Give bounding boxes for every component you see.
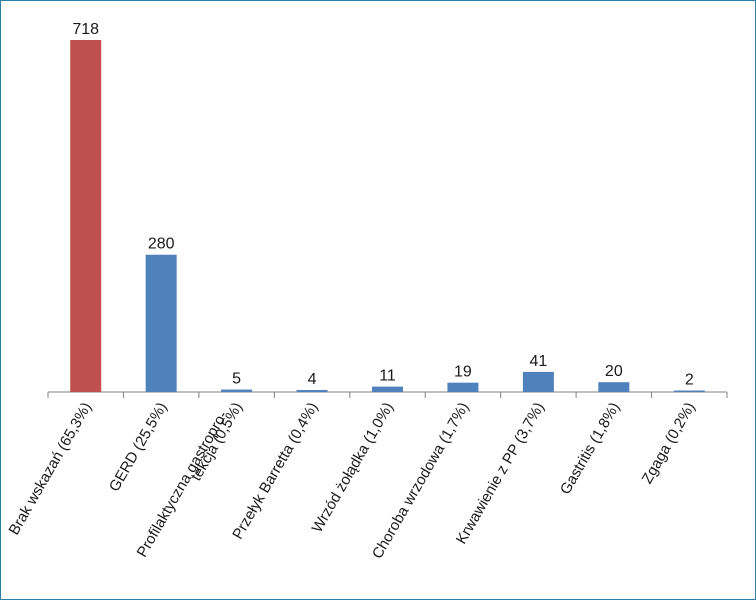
category-label-7: Gastritis (1,8%) <box>557 400 623 498</box>
value-label-0: 718 <box>72 21 99 38</box>
value-label-3: 4 <box>308 371 317 388</box>
category-label-4: Wrzód żołądka (1,0%) <box>309 400 397 536</box>
value-label-8: 2 <box>685 372 694 389</box>
value-label-5: 19 <box>454 364 472 381</box>
bar-7 <box>598 382 630 392</box>
category-label-3: Przełyk Barretta (0,4%) <box>229 399 321 542</box>
x-axis-ticks <box>47 392 728 398</box>
category-label-6: Krwawienie z PP (3,7%) <box>453 400 548 548</box>
bar-0 <box>70 39 102 392</box>
category-labels: Brak wskazań (65,3%) GERD (25,5%)Profilak… <box>5 399 698 561</box>
bar-8 <box>673 390 705 392</box>
value-labels: 718 280 5 4 11 19 41 20 2 <box>72 21 693 389</box>
value-label-6: 41 <box>529 353 547 370</box>
bar-3 <box>296 390 328 392</box>
bars <box>70 39 705 392</box>
bar-5 <box>447 382 479 392</box>
value-label-2: 5 <box>232 371 241 388</box>
value-label-1: 280 <box>148 236 175 253</box>
category-label-1: GERD (25,5%) <box>106 399 171 494</box>
bar-1 <box>145 254 177 392</box>
value-label-4: 11 <box>379 368 396 385</box>
value-label-7: 20 <box>605 363 623 380</box>
bar-2 <box>221 389 253 392</box>
category-label-0: Brak wskazań (65,3%) <box>5 399 95 537</box>
category-label-8: Zgaga (0,2%) <box>639 400 699 487</box>
bar-6 <box>522 371 554 392</box>
bar-4 <box>372 386 403 392</box>
